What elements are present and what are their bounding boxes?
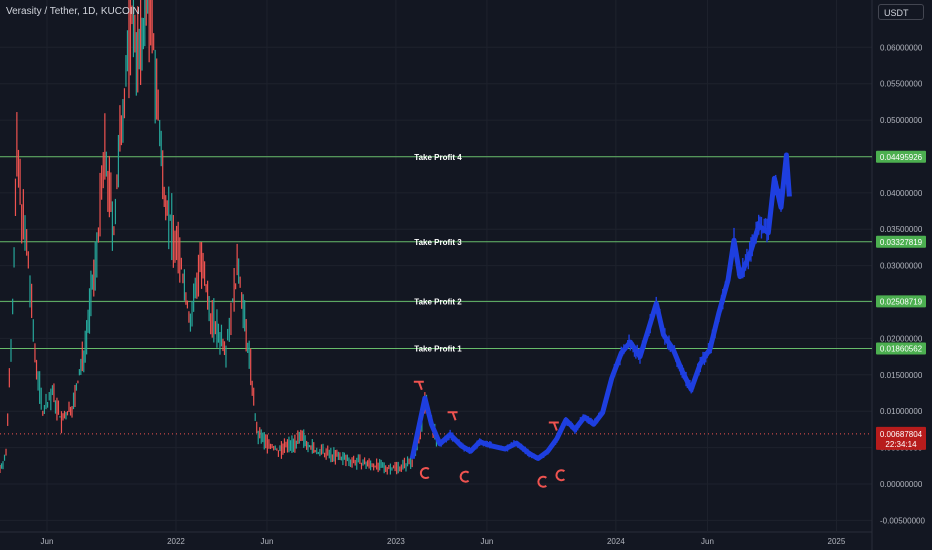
current-price-badge (876, 426, 926, 450)
take-profit-price: 0.01860562 (880, 345, 923, 354)
price-history-candles (0, 0, 438, 475)
y-tick-label: 0.04000000 (880, 189, 923, 198)
top-marker-icon (548, 421, 559, 431)
x-tick-label: 2024 (607, 537, 625, 546)
currency-button[interactable]: USDT (878, 4, 924, 20)
y-tick-label: 0.05500000 (880, 80, 923, 89)
x-tick-label: Jun (480, 537, 493, 546)
take-profit-price: 0.02508719 (880, 297, 923, 306)
take-profit-price-badge (876, 342, 926, 355)
symbol-title[interactable]: Verasity / Tether, 1D, KUCOIN (6, 6, 140, 17)
x-tick-label: 2023 (387, 537, 405, 546)
cup-marker-icon (537, 475, 547, 488)
top-marker-icon (447, 411, 458, 421)
time-axis[interactable]: Jun 2022 Jun 2023 Jun 2024 Jun 2025 (41, 537, 846, 546)
projection-path (409, 152, 792, 461)
cup-marker-icon (555, 469, 566, 482)
y-tick-label: 0.05000000 (880, 116, 923, 125)
y-tick-label: 0.03500000 (880, 225, 923, 234)
x-tick-label: Jun (701, 537, 714, 546)
pattern-annotations (413, 380, 566, 488)
y-tick-label: -0.00500000 (880, 516, 925, 525)
x-tick-label: Jun (261, 537, 274, 546)
y-tick-label: 0.06000000 (880, 43, 923, 52)
grid-lines (0, 0, 873, 550)
x-tick-label: 2025 (828, 537, 846, 546)
take-profit-price-badge (876, 295, 926, 308)
take-profit-lines: Take Profit 4 0.04495926 Take Profit 3 0.03… (0, 150, 926, 355)
y-tick-label: 0.01500000 (880, 371, 923, 380)
y-tick-label: 0.02000000 (880, 334, 923, 343)
y-tick-label: 0.01000000 (880, 407, 923, 416)
current-price-value: 0.00687804 (880, 430, 923, 439)
take-profit-price-badge (876, 235, 926, 248)
take-profit-label: Take Profit 3 (414, 238, 462, 247)
y-tick-label: 0.03000000 (880, 262, 923, 271)
top-marker-icon (413, 380, 424, 391)
take-profit-label: Take Profit 4 (414, 153, 462, 162)
y-tick-label: 0.00000000 (880, 480, 923, 489)
x-tick-label: Jun (41, 537, 54, 546)
cup-marker-icon (459, 470, 470, 483)
take-profit-label: Take Profit 1 (414, 345, 462, 354)
price-axis[interactable]: 0.060000000.055000000.050000000.04500000… (880, 43, 925, 525)
cup-marker-icon (419, 467, 430, 480)
countdown-timer: 22:34:14 (885, 440, 917, 449)
x-tick-label: 2022 (167, 537, 185, 546)
take-profit-price: 0.03327819 (880, 238, 923, 247)
take-profit-price-badge (876, 150, 926, 163)
take-profit-price: 0.04495926 (880, 153, 923, 162)
take-profit-label: Take Profit 2 (414, 297, 462, 306)
